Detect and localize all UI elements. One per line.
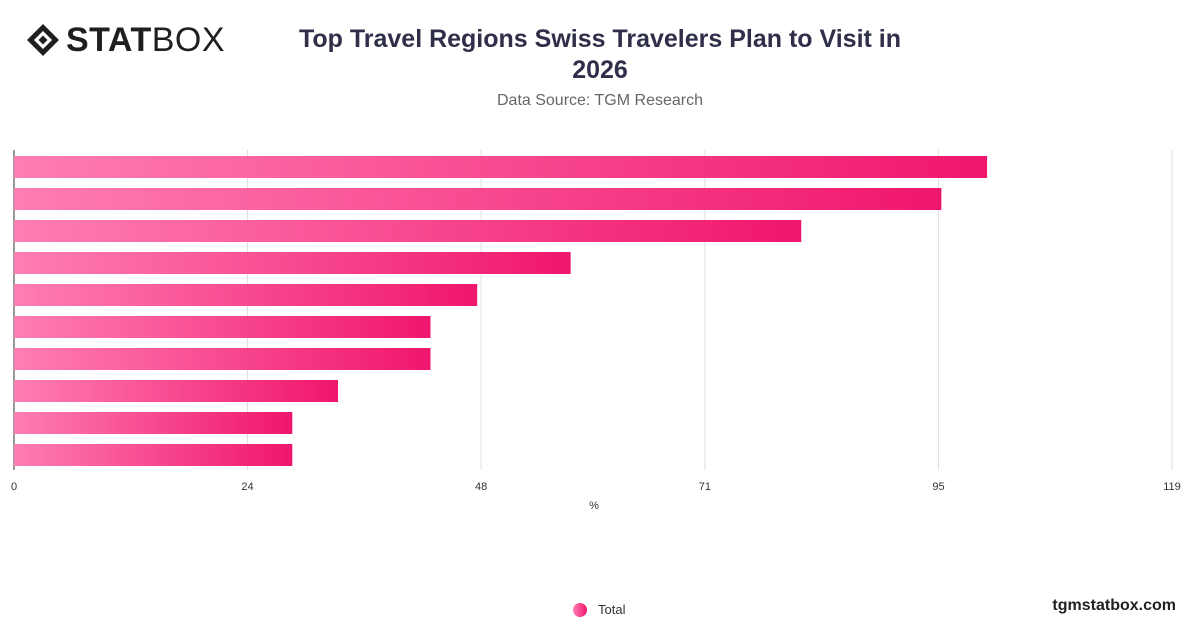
bar-7[interactable]: [14, 348, 431, 370]
x-tick-label: 24: [241, 481, 253, 493]
x-tick-labels: 0 24 48 71 95 119: [11, 481, 1181, 493]
bar-8[interactable]: [14, 380, 339, 402]
statbox-logo: STATBOX: [26, 22, 225, 58]
chart-title: Top Travel Regions Swiss Travelers Plan …: [298, 25, 902, 84]
x-tick-label: 71: [699, 481, 711, 493]
brand-name-bold: STAT: [66, 21, 152, 59]
bar-9[interactable]: [14, 412, 293, 434]
bar-10[interactable]: [14, 444, 293, 466]
bar-5[interactable]: [14, 284, 478, 306]
x-tick-label: 95: [932, 481, 944, 493]
statbox-diamond-icon: [27, 24, 59, 56]
legend-marker-icon: [573, 602, 587, 617]
legend[interactable]: Total: [573, 602, 625, 617]
bars: [14, 156, 988, 466]
x-tick-label: 119: [1163, 481, 1181, 493]
x-axis-label: %: [589, 500, 599, 512]
bar-3[interactable]: [14, 220, 802, 242]
bar-4[interactable]: [14, 252, 571, 274]
bar-1[interactable]: [14, 156, 988, 178]
legend-label: Total: [598, 602, 626, 617]
brand-name-light: BOX: [151, 21, 226, 59]
x-tick-label: 48: [475, 481, 487, 493]
chart-subtitle: Data Source: TGM Research: [496, 92, 703, 109]
watermark: tgmstatbox.com: [1052, 597, 1176, 614]
brand-name: STATBOX: [66, 22, 225, 58]
bar-2[interactable]: [14, 188, 942, 210]
bar-6[interactable]: [14, 316, 431, 338]
x-tick-label: 0: [11, 481, 17, 493]
